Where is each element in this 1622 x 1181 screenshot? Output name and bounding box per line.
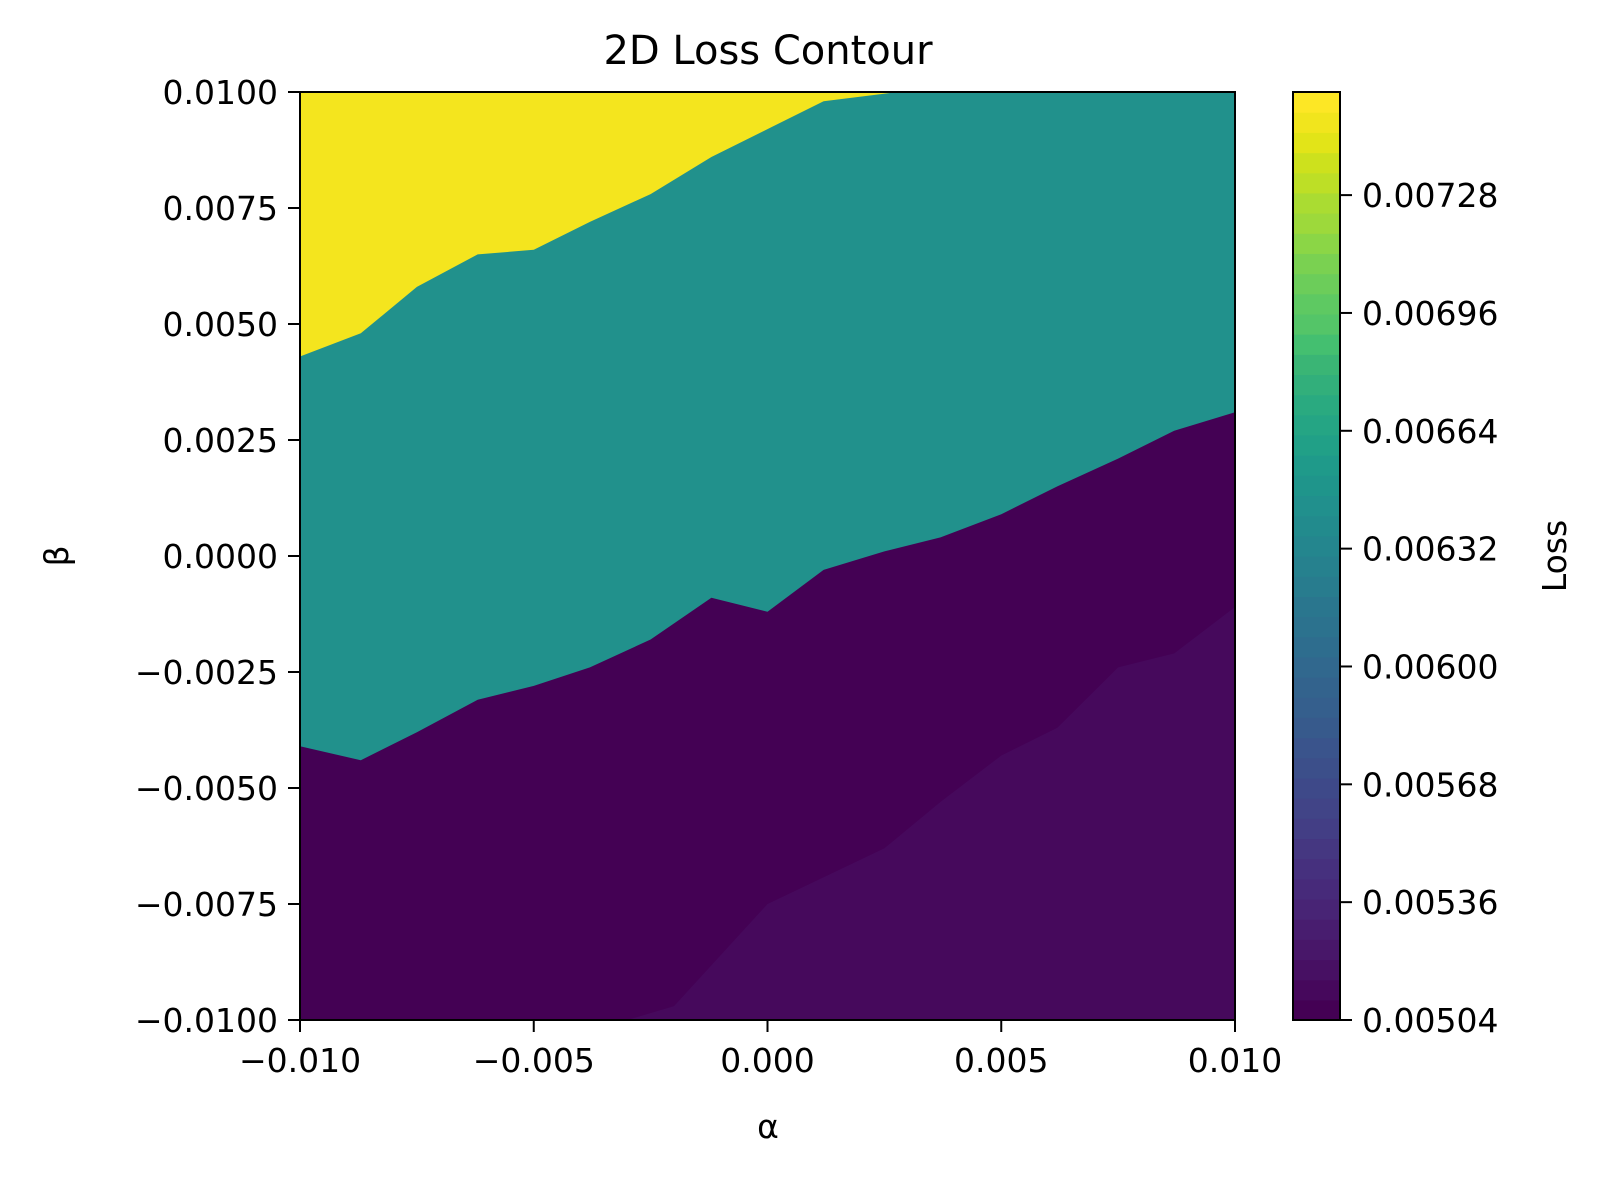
colorbar-tick-label: 0.00696 [1362,294,1498,333]
colorbar-band [1293,838,1340,860]
colorbar-band [1293,253,1340,275]
colorbar-band [1293,656,1340,678]
colorbar-tick-label: 0.00600 [1362,647,1498,686]
colorbar-band [1293,677,1340,698]
y-tick-label: −0.0050 [135,769,278,808]
colorbar-label: Loss [1535,520,1574,592]
region-high-loss [300,92,899,357]
y-axis-label: β [37,545,76,566]
colorbar-band [1293,334,1340,355]
colorbar-band [1293,152,1340,174]
x-tick-label: −0.010 [239,1041,361,1080]
colorbar-band [1293,293,1340,315]
contour-regions [300,92,1235,1020]
colorbar-band [1293,132,1340,154]
colorbar-band [1293,596,1340,618]
y-tick-label: −0.0025 [135,653,278,692]
colorbar-band [1293,919,1340,940]
chart-title: 2D Loss Contour [603,28,933,74]
colorbar-tick-label: 0.00664 [1362,412,1498,451]
colorbar-band [1293,999,1340,1021]
colorbar-band [1293,92,1340,113]
y-tick-label: 0.0100 [163,73,278,112]
x-tick-label: 0.010 [1188,1041,1282,1080]
y-tick-label: 0.0075 [163,189,278,228]
colorbar-band [1293,616,1340,638]
colorbar-tick-label: 0.00536 [1362,883,1498,922]
colorbar-tick-label: 0.00728 [1362,176,1498,215]
colorbar [1293,92,1340,1021]
y-tick-label: 0.0025 [163,421,278,460]
colorbar-band [1293,273,1340,295]
x-axis: −0.010 −0.005 0.000 0.005 0.010 [239,1020,1282,1080]
y-axis: 0.0100 0.0075 0.0050 0.0025 0.0000 −0.0025 −0.… [135,73,300,1040]
colorbar-band [1293,515,1340,537]
colorbar-band [1293,172,1340,194]
colorbar-frame [1292,91,1341,1021]
colorbar-band [1293,858,1340,880]
colorbar-band [1293,979,1340,1001]
colorbar-band [1293,898,1340,920]
region-mid-loss [300,92,1235,761]
colorbar-band [1293,394,1340,416]
colorbar-band [1293,777,1340,799]
x-tick-label: −0.005 [473,1041,595,1080]
colorbar-band [1293,939,1340,961]
colorbar-band [1293,475,1340,497]
colorbar-band [1293,313,1340,335]
colorbar-ticks: 0.00504 0.00536 0.00568 0.00600 0.00632 0.006… [1340,176,1498,1040]
colorbar-band [1293,717,1340,739]
x-tick-label: 0.005 [954,1041,1048,1080]
colorbar-band [1293,414,1340,436]
colorbar-band [1293,354,1340,376]
colorbar-band [1293,233,1340,254]
colorbar-band [1293,192,1340,214]
colorbar-band [1293,434,1340,456]
x-axis-label: α [757,1107,779,1146]
colorbar-band [1293,535,1340,557]
colorbar-band [1293,495,1340,517]
colorbar-band [1293,737,1340,759]
colorbar-band [1293,798,1340,819]
colorbar-band [1293,374,1340,396]
colorbar-band [1293,576,1340,597]
colorbar-band [1293,757,1340,779]
x-tick-label: 0.000 [720,1041,814,1080]
y-tick-label: 0.0050 [163,305,278,344]
y-tick-label: 0.0000 [163,537,278,576]
colorbar-band [1293,112,1340,133]
y-tick-label: −0.0075 [135,885,278,924]
colorbar-tick-label: 0.00632 [1362,530,1498,569]
colorbar-band [1293,213,1340,234]
colorbar-tick-label: 0.00504 [1362,1001,1498,1040]
colorbar-band [1293,636,1340,658]
colorbar-tick-label: 0.00568 [1362,765,1498,804]
colorbar-band [1293,959,1340,981]
colorbar-band [1293,556,1340,577]
colorbar-band [1293,697,1340,718]
colorbar-band [1293,878,1340,900]
colorbar-band [1293,818,1340,840]
y-tick-label: −0.0100 [135,1001,278,1040]
colorbar-band [1293,455,1340,476]
